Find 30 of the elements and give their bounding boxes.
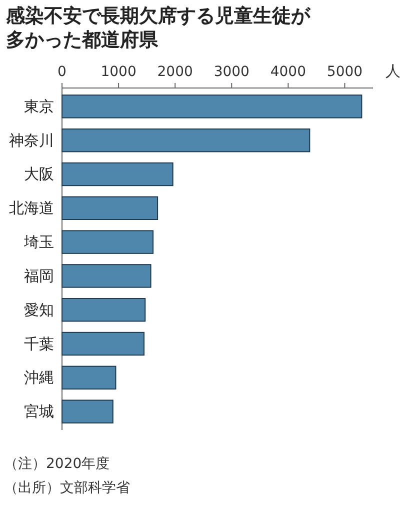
y-tick-label: 大阪 <box>24 165 54 184</box>
bar <box>62 230 154 254</box>
text: （出所）文部科学省 <box>4 480 130 496</box>
x-tick-label: 5000 <box>326 64 363 80</box>
chart-title: 感染不安で長期欠席する児童生徒が多かった都道府県 <box>5 5 311 51</box>
bar <box>62 128 310 152</box>
y-tick-label: 埼玉 <box>23 233 54 252</box>
bar <box>62 196 158 220</box>
bar <box>62 366 116 390</box>
x-tick-label: 4000 <box>270 64 306 80</box>
bar <box>62 94 362 118</box>
bar <box>62 400 114 424</box>
x-tick-label: 0 <box>58 64 66 80</box>
bar <box>62 298 146 322</box>
y-tick-label: 東京 <box>24 97 54 116</box>
bar <box>62 264 152 288</box>
x-axis-title: 人 <box>386 62 400 80</box>
bar <box>62 332 144 356</box>
y-tick-label: 沖縄 <box>24 368 54 387</box>
y-tick-label: 宮城 <box>24 402 54 421</box>
y-tick-label: 福岡 <box>24 266 54 285</box>
bar <box>62 162 174 186</box>
x-tick-label: 2000 <box>157 64 193 80</box>
y-tick-label: 千葉 <box>24 334 54 353</box>
x-tick-label: 3000 <box>214 64 250 80</box>
y-tick-label: 愛知 <box>24 300 54 319</box>
y-tick-label: 神奈川 <box>9 131 54 150</box>
text: （注）2020年度 <box>4 456 110 472</box>
x-tick-label: 1000 <box>100 64 136 80</box>
y-tick-label: 北海道 <box>9 199 54 218</box>
